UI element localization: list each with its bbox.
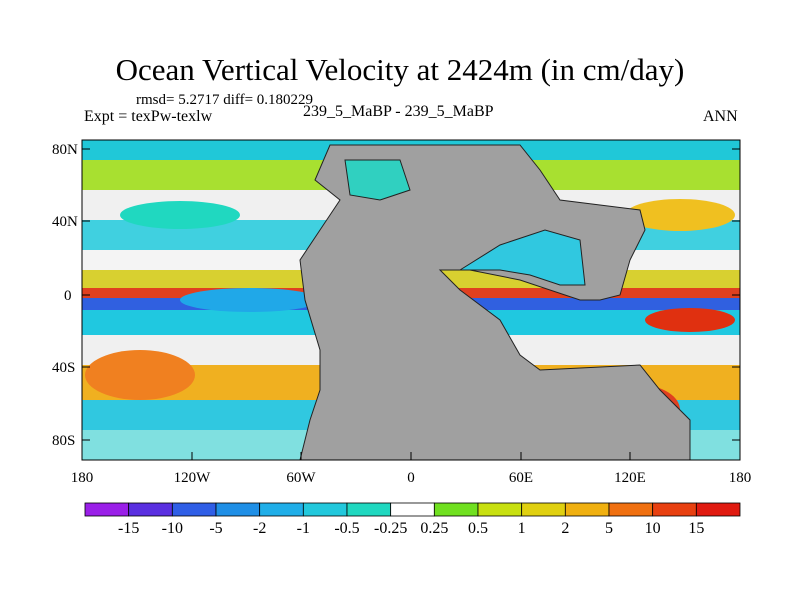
colorbar-swatch <box>215 502 261 517</box>
colorbar-swatch <box>433 502 479 517</box>
colorbar-swatch <box>477 502 523 517</box>
experiment-label: Expt = texPw-texlw <box>84 108 213 125</box>
y-tick-label: 0 <box>64 288 72 304</box>
x-tick-label: 120W <box>174 470 212 486</box>
center-label: 239_5_MaBP - 239_5_MaBP <box>303 103 494 120</box>
x-tick-label: 120E <box>614 470 646 486</box>
colorbar-label: -10 <box>162 520 183 537</box>
stats-label: rmsd= 5.2717 diff= 0.180229 <box>136 92 314 108</box>
x-ticks <box>81 452 741 460</box>
colorbar-label: 10 <box>645 520 661 537</box>
x-tick-label: 60E <box>509 470 533 486</box>
colorbar-label: -0.25 <box>374 520 407 537</box>
colorbar-swatch <box>652 502 697 517</box>
season-label: ANN <box>703 108 738 125</box>
colorbar-label: -1 <box>297 520 310 537</box>
x-tick-labels: 180 120W 60W 0 60E 120E 180 <box>71 470 752 486</box>
land-mass <box>299 144 691 460</box>
colorbar-swatch <box>84 502 130 517</box>
colorbar-label: -15 <box>118 520 139 537</box>
colorbar-swatch <box>259 502 304 517</box>
colorbar-swatch <box>346 502 392 517</box>
colorbar-label: 5 <box>605 520 613 537</box>
colorbar-swatch <box>171 502 217 517</box>
colorbar-swatch <box>564 502 610 517</box>
colorbar-label: 1 <box>518 520 526 537</box>
colorbar-swatch <box>302 502 348 517</box>
y-tick-labels: 80N 40N 0 40S 80S <box>52 142 78 449</box>
colorbar-label: -0.5 <box>334 520 359 537</box>
colorbar-label: -2 <box>253 520 266 537</box>
blob-eq-blue <box>180 288 320 312</box>
colorbar-label: 15 <box>688 520 704 537</box>
blob-ne-yellow <box>625 199 735 231</box>
inner-basin <box>458 229 586 286</box>
map-title: Ocean Vertical Velocity at 2424m (in cm/… <box>115 52 685 87</box>
colorbar-swatch <box>390 502 435 517</box>
x-tick-label: 180 <box>71 470 94 486</box>
y-ticks <box>82 148 740 441</box>
y-tick-label: 80N <box>52 142 78 158</box>
north-basin <box>344 159 411 201</box>
colorbar-swatch <box>521 502 566 517</box>
colorbar-label: 0.5 <box>468 520 488 537</box>
y-tick-label: 40S <box>52 360 75 376</box>
colorbar-labels: -15 -10 -5 -2 -1 -0.5 -0.25 0.25 0.5 1 2 5 10 15 <box>118 520 704 537</box>
x-tick-label: 0 <box>407 470 415 486</box>
blob-south-orange <box>85 350 195 400</box>
colorbar-swatch <box>695 502 741 517</box>
y-tick-label: 40N <box>52 214 78 230</box>
colorbar-swatch <box>608 502 654 517</box>
x-tick-label: 180 <box>729 470 752 486</box>
colorbar-label: -5 <box>209 520 222 537</box>
blob-north-teal <box>120 201 240 229</box>
colorbar <box>84 502 741 517</box>
x-tick-label: 60W <box>286 470 316 486</box>
blob-se-red <box>645 308 735 332</box>
colorbar-label: 2 <box>561 520 569 537</box>
colorbar-label: 0.25 <box>420 520 448 537</box>
colorbar-swatch <box>128 502 173 517</box>
map-field <box>82 140 740 460</box>
y-tick-label: 80S <box>52 433 75 449</box>
